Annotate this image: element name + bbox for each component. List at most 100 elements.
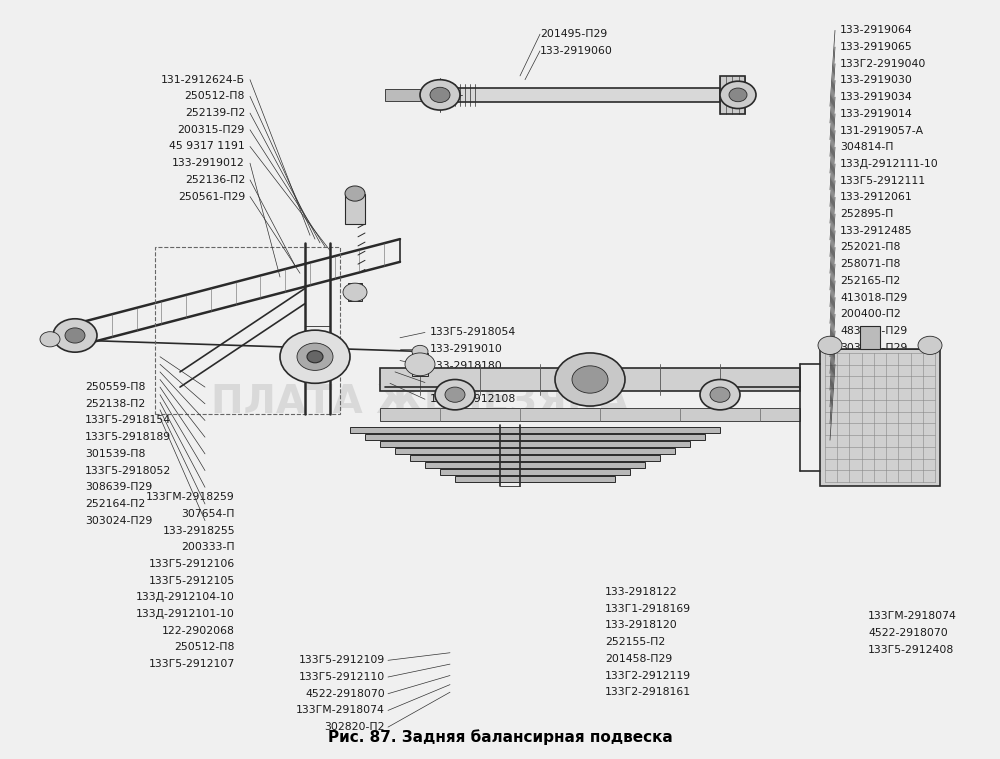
Text: 250512-П8: 250512-П8 — [185, 91, 245, 102]
Text: 200315-П29: 200315-П29 — [178, 124, 245, 135]
Text: 201458-П29: 201458-П29 — [605, 653, 672, 664]
Circle shape — [555, 353, 625, 406]
Text: Рис. 87. Задняя балансирная подвеска: Рис. 87. Задняя балансирная подвеска — [328, 729, 672, 745]
Text: 250512-П8: 250512-П8 — [175, 642, 235, 653]
Text: 45 9317 1191: 45 9317 1191 — [169, 141, 245, 152]
Text: 133-2919065: 133-2919065 — [840, 42, 913, 52]
Bar — [860, 326, 880, 349]
Text: 133-2912485: 133-2912485 — [840, 225, 913, 236]
Text: 201495-П29: 201495-П29 — [540, 29, 607, 39]
Bar — [365, 433, 705, 439]
Circle shape — [729, 88, 747, 102]
Circle shape — [343, 283, 367, 301]
Text: 303024-П29: 303024-П29 — [85, 515, 152, 526]
Circle shape — [435, 380, 475, 410]
Bar — [380, 408, 800, 421]
Text: 252021-П8: 252021-П8 — [840, 242, 900, 253]
Text: 133ГМ-2918074: 133ГМ-2918074 — [868, 611, 957, 622]
Text: 133-2919014: 133-2919014 — [840, 109, 913, 119]
Circle shape — [700, 380, 740, 410]
Bar — [445, 88, 720, 102]
Bar — [380, 368, 800, 391]
Text: 133Г5-2918189: 133Г5-2918189 — [85, 432, 171, 442]
Text: 252138-П2: 252138-П2 — [85, 398, 145, 409]
Circle shape — [420, 80, 460, 110]
Text: 133Г5-2912408: 133Г5-2912408 — [868, 644, 954, 655]
Text: 133ГМ-2918074: 133ГМ-2918074 — [296, 705, 385, 716]
Text: 133-2918255: 133-2918255 — [162, 525, 235, 536]
Text: 131-2919057-А: 131-2919057-А — [840, 125, 924, 136]
Bar — [350, 427, 720, 433]
Circle shape — [297, 343, 333, 370]
Text: 133Г5-2918054: 133Г5-2918054 — [430, 327, 516, 338]
Text: 133ГМ-2918259: 133ГМ-2918259 — [146, 492, 235, 502]
Text: 133Г2-2918161: 133Г2-2918161 — [605, 687, 691, 698]
Circle shape — [307, 351, 323, 363]
Circle shape — [430, 87, 450, 102]
Text: 122-2902068: 122-2902068 — [162, 625, 235, 636]
Text: 133-2919010: 133-2919010 — [430, 344, 503, 354]
Circle shape — [918, 336, 942, 354]
Text: 252155-П2: 252155-П2 — [605, 637, 665, 647]
Bar — [380, 441, 690, 447]
Text: 200400-П2: 200400-П2 — [840, 309, 901, 320]
Text: 133Д-2912101-10: 133Д-2912101-10 — [136, 609, 235, 619]
Text: 133Г5-2912111: 133Г5-2912111 — [840, 175, 926, 186]
Text: 252136-П2: 252136-П2 — [185, 175, 245, 185]
Text: 301539-П8: 301539-П8 — [85, 449, 145, 459]
Circle shape — [280, 330, 350, 383]
Text: 252164-П2: 252164-П2 — [85, 499, 145, 509]
Text: 133-2919030: 133-2919030 — [840, 75, 913, 86]
Text: 303330-П29: 303330-П29 — [840, 342, 907, 353]
Circle shape — [405, 353, 435, 376]
Bar — [440, 469, 630, 475]
Text: 131-2912624-Б: 131-2912624-Б — [161, 74, 245, 85]
Text: 252165-П2: 252165-П2 — [840, 276, 900, 286]
Text: 250559-П8: 250559-П8 — [85, 382, 145, 392]
Text: 413018-П29: 413018-П29 — [840, 292, 907, 303]
Text: 133Г2-2912412: 133Г2-2912412 — [840, 359, 926, 370]
Text: 133Г5-2912106: 133Г5-2912106 — [149, 559, 235, 569]
Text: 308639-П29: 308639-П29 — [85, 482, 152, 493]
Text: 133-2919034: 133-2919034 — [840, 92, 913, 102]
Text: 133Г2-2919040: 133Г2-2919040 — [840, 58, 926, 69]
Text: 258071-П8: 258071-П8 — [840, 259, 900, 269]
Text: 133Д-2912111-10: 133Д-2912111-10 — [840, 159, 939, 169]
Text: 483015-П29: 483015-П29 — [840, 326, 907, 336]
Text: 133Г2-2912119: 133Г2-2912119 — [605, 670, 691, 681]
Text: 252139-П2: 252139-П2 — [185, 108, 245, 118]
Text: 133-2918184: 133-2918184 — [430, 377, 503, 388]
Text: 133Г5-2912107: 133Г5-2912107 — [149, 659, 235, 669]
Text: 302820-П2: 302820-П2 — [324, 722, 385, 732]
Bar — [412, 353, 428, 376]
Circle shape — [40, 332, 60, 347]
Text: 307654-П: 307654-П — [182, 509, 235, 519]
Text: 133Г5-2918154: 133Г5-2918154 — [85, 415, 171, 426]
Text: 133Г5-2912110: 133Г5-2912110 — [299, 672, 385, 682]
Text: 133Г5-2912105: 133Г5-2912105 — [149, 575, 235, 586]
Text: 481706-П29: 481706-П29 — [840, 397, 907, 408]
Bar — [385, 89, 440, 101]
Text: 133Г5-2912108: 133Г5-2912108 — [430, 394, 516, 405]
Text: 257047-П: 257047-П — [840, 447, 894, 458]
Circle shape — [445, 387, 465, 402]
Bar — [348, 283, 362, 301]
Text: 200333-П: 200333-П — [181, 542, 235, 553]
Bar — [720, 76, 745, 114]
Text: 133-2919012: 133-2919012 — [172, 158, 245, 168]
Text: 304814-П: 304814-П — [840, 142, 894, 153]
Text: 133Д-2912104-10: 133Д-2912104-10 — [136, 592, 235, 603]
Bar — [425, 461, 645, 468]
Text: 133-2918180: 133-2918180 — [430, 361, 503, 371]
Bar — [395, 448, 675, 454]
Circle shape — [345, 186, 365, 201]
Text: 250561-П29: 250561-П29 — [178, 191, 245, 202]
Text: 133-2918120: 133-2918120 — [605, 620, 678, 631]
Circle shape — [710, 387, 730, 402]
Circle shape — [412, 345, 428, 357]
Text: 4522-2918070: 4522-2918070 — [305, 688, 385, 699]
Circle shape — [720, 81, 756, 109]
Bar — [155, 247, 340, 414]
Text: ПЛАТА ЖЕЛЕЗЯКА: ПЛАТА ЖЕЛЕЗЯКА — [211, 383, 629, 421]
Text: 133-2912061: 133-2912061 — [840, 192, 913, 203]
